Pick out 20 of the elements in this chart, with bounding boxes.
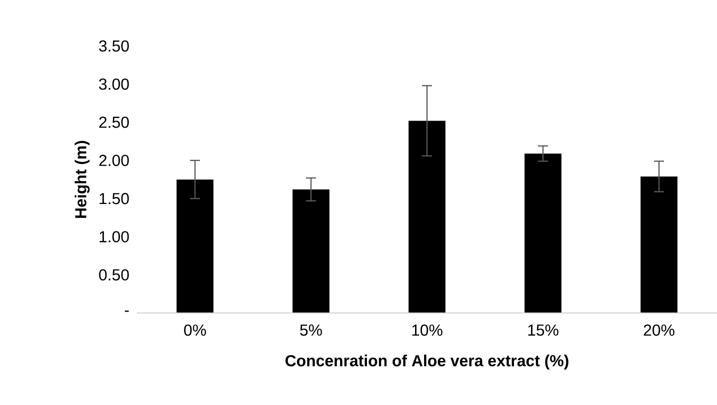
- y-tick-label: 0.50: [99, 269, 129, 280]
- x-tick-label: 15%: [528, 324, 558, 336]
- x-tick-label: 20%: [644, 324, 674, 336]
- bar: [408, 120, 446, 314]
- y-tick-label: -: [124, 310, 129, 312]
- bar: [176, 179, 214, 314]
- x-axis-title: Concenration of Aloe vera extract (%): [285, 354, 568, 370]
- y-tick-label: 3.00: [99, 78, 129, 90]
- y-tick-label: 2.50: [99, 116, 129, 128]
- y-axis-title: Height (m): [74, 140, 90, 218]
- y-tick-label: 1.00: [100, 231, 129, 242]
- bar: [292, 189, 330, 314]
- bar: [640, 176, 678, 314]
- x-tick-label: 5%: [300, 324, 322, 336]
- y-tick-label: 3.50: [99, 40, 129, 52]
- y-tick-label: 2.00: [99, 154, 129, 166]
- x-tick-label: 10%: [412, 324, 442, 336]
- x-tick-label: 0%: [184, 324, 206, 336]
- y-tick-label: 1.50: [100, 192, 129, 204]
- bar: [524, 153, 562, 314]
